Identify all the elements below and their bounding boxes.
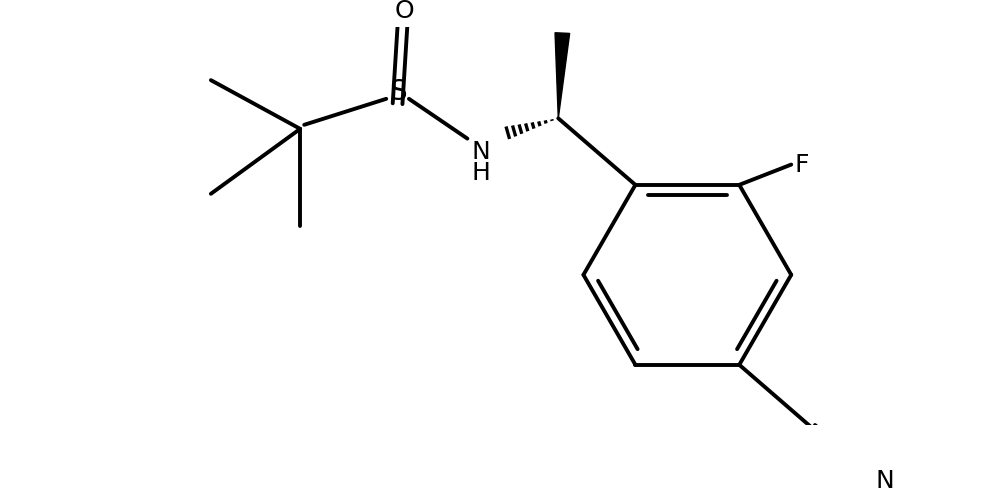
Text: H: H	[471, 162, 490, 186]
Text: N: N	[472, 141, 490, 165]
Text: F: F	[795, 152, 809, 176]
Text: S: S	[389, 78, 407, 106]
Text: O: O	[395, 0, 414, 23]
Polygon shape	[555, 33, 570, 118]
Text: N: N	[876, 469, 895, 490]
